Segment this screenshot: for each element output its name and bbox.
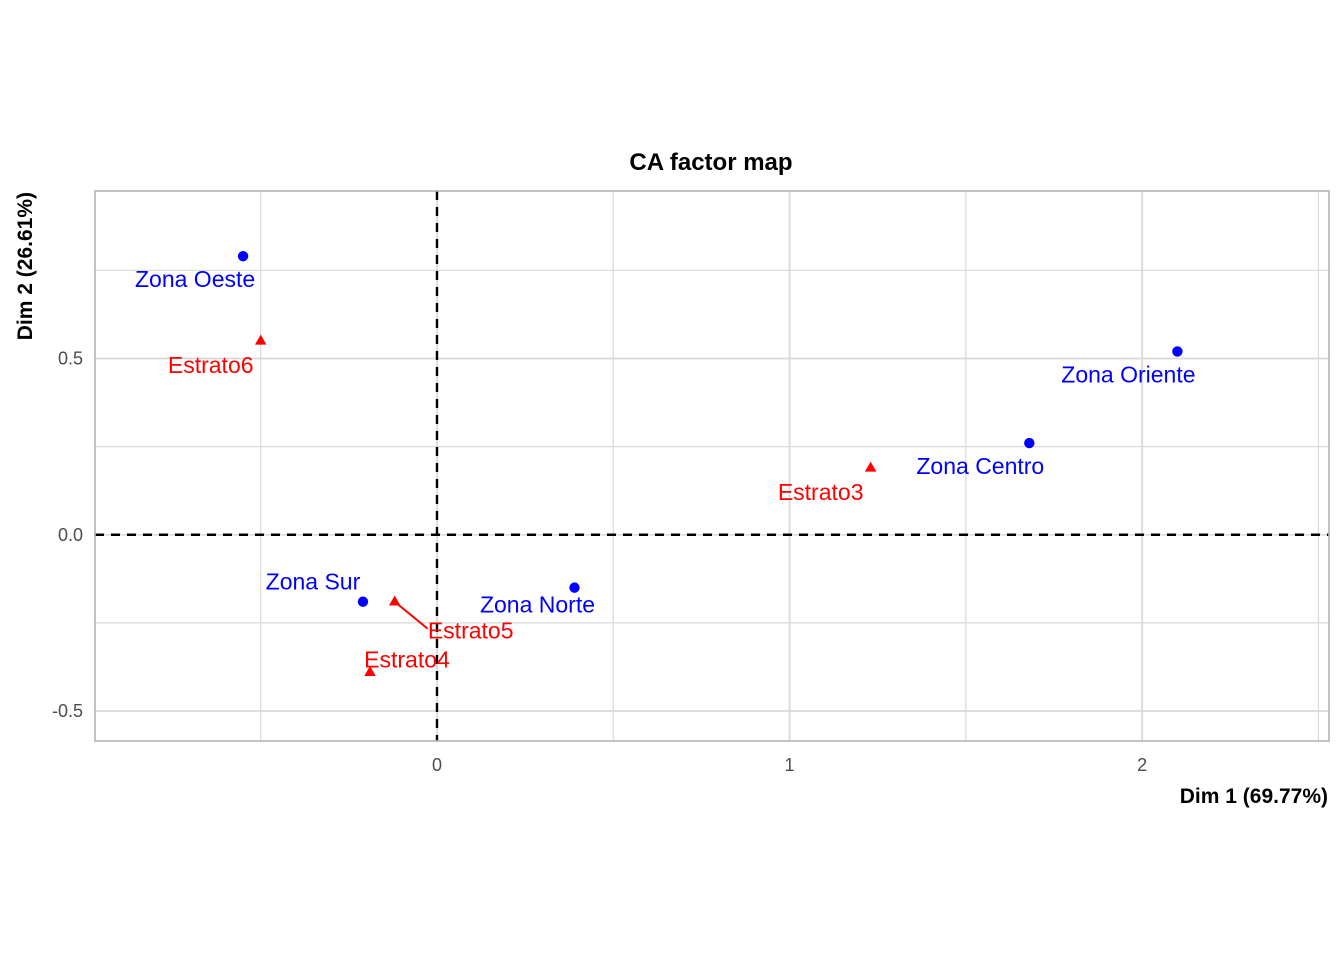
y-tick-label: 0.0 (58, 525, 83, 545)
x-tick-label: 0 (432, 755, 442, 775)
point-zona-norte (569, 582, 580, 593)
label-zona-oeste: Zona Oeste (135, 266, 255, 292)
point-zona-sur (357, 596, 369, 607)
x-tick-label: 1 (785, 755, 795, 775)
panel-border (94, 190, 1330, 742)
y-axis-title: Dim 2 (26.61%) (14, 192, 37, 340)
x-axis-title: Dim 1 (69.77%) (1180, 785, 1328, 808)
point-labels: Zona Oeste Zona Oriente Zona Centro Zona Su… (135, 266, 1196, 672)
point-zona-centro (1024, 437, 1035, 449)
point-estrato5 (388, 595, 401, 606)
y-tick-label: 0.5 (58, 348, 83, 368)
point-estrato4 (364, 666, 376, 677)
point-zona-oriente (1172, 346, 1183, 357)
chart-title: CA factor map (629, 149, 792, 176)
point-estrato6 (254, 334, 267, 345)
x-tick-label: 2 (1137, 755, 1147, 775)
label-estrato3: Estrato3 (778, 479, 864, 505)
label-segments (394, 600, 429, 630)
label-estrato4: Estrato4 (364, 646, 450, 672)
point-zona-oeste (237, 251, 249, 262)
label-zona-centro: Zona Centro (916, 453, 1044, 479)
label-zona-norte: Zona Norte (480, 592, 595, 618)
point-estrato3 (864, 461, 877, 472)
label-segment-estrato5 (394, 600, 429, 630)
reference-lines (95, 191, 1329, 741)
data-points (237, 251, 1183, 677)
label-estrato6: Estrato6 (168, 352, 254, 378)
label-zona-oriente: Zona Oriente (1061, 361, 1195, 387)
tick-labels: 0 1 2 -0.5 0.0 0.5 (52, 348, 1147, 775)
label-zona-sur: Zona Sur (266, 569, 361, 595)
y-tick-label: -0.5 (52, 701, 83, 721)
label-estrato5: Estrato5 (428, 618, 514, 644)
